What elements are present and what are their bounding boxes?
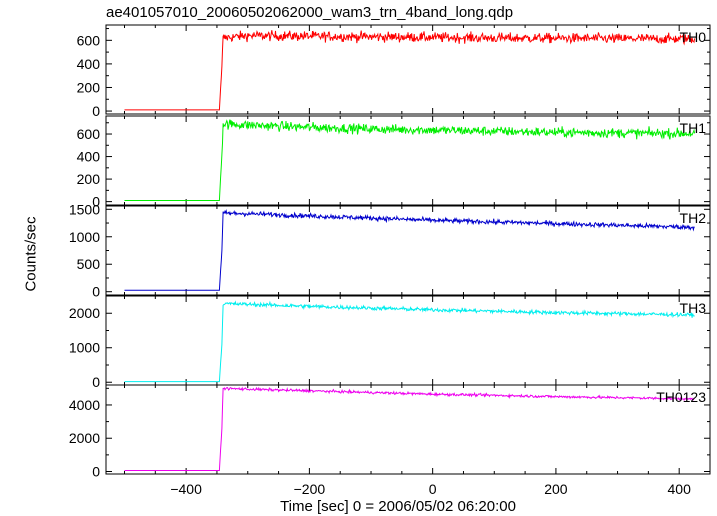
panel-label-th3: TH3 — [680, 300, 707, 316]
y-tick-label: 0 — [92, 464, 100, 480]
x-tick-label: 400 — [668, 481, 692, 497]
x-tick-label: −400 — [170, 481, 202, 497]
panel-frame-th0 — [105, 24, 711, 115]
y-tick-label: 4000 — [69, 397, 100, 413]
series-line-th2 — [124, 208, 695, 291]
y-tick-label: 200 — [77, 171, 101, 187]
y-tick-label: 0 — [92, 103, 100, 119]
series-line-th3 — [124, 300, 695, 383]
y-tick-label: 200 — [77, 79, 101, 95]
panel-frame-th1 — [105, 115, 711, 206]
y-tick-label: 0 — [92, 284, 100, 300]
y-tick-label: 600 — [77, 126, 101, 142]
panel-label-th2: TH2 — [680, 210, 707, 226]
y-tick-label: 400 — [77, 56, 101, 72]
y-tick-label: 0 — [92, 374, 100, 390]
y-axis-label: Counts/sec — [22, 216, 40, 292]
y-tick-label: 1500 — [69, 201, 100, 217]
chart-title: ae401057010_20060502062000_wam3_trn_4ban… — [106, 4, 514, 21]
y-tick-label: 2000 — [69, 430, 100, 446]
y-tick-label: 0 — [92, 194, 100, 210]
x-axis-label: Time [sec] 0 = 2006/05/02 06:20:00 — [280, 498, 516, 515]
series-line-th0123 — [124, 386, 695, 471]
y-tick-label: 500 — [77, 256, 101, 272]
panel-label-th0123: TH0123 — [656, 389, 706, 405]
y-tick-label: 2000 — [69, 305, 100, 321]
series-line-th0 — [124, 30, 696, 111]
y-tick-label: 400 — [77, 149, 101, 165]
panel-frame-th0123 — [105, 384, 711, 475]
y-tick-label: 1000 — [69, 229, 100, 245]
x-tick-label: 0 — [429, 481, 437, 497]
panel-label-th0: TH0 — [680, 29, 707, 45]
y-tick-label: 600 — [77, 32, 101, 48]
series-line-th1 — [124, 119, 696, 201]
x-tick-label: 200 — [544, 481, 568, 497]
panel-label-th1: TH1 — [680, 120, 707, 136]
y-tick-label: 1000 — [69, 340, 100, 356]
x-tick-label: −200 — [294, 481, 326, 497]
